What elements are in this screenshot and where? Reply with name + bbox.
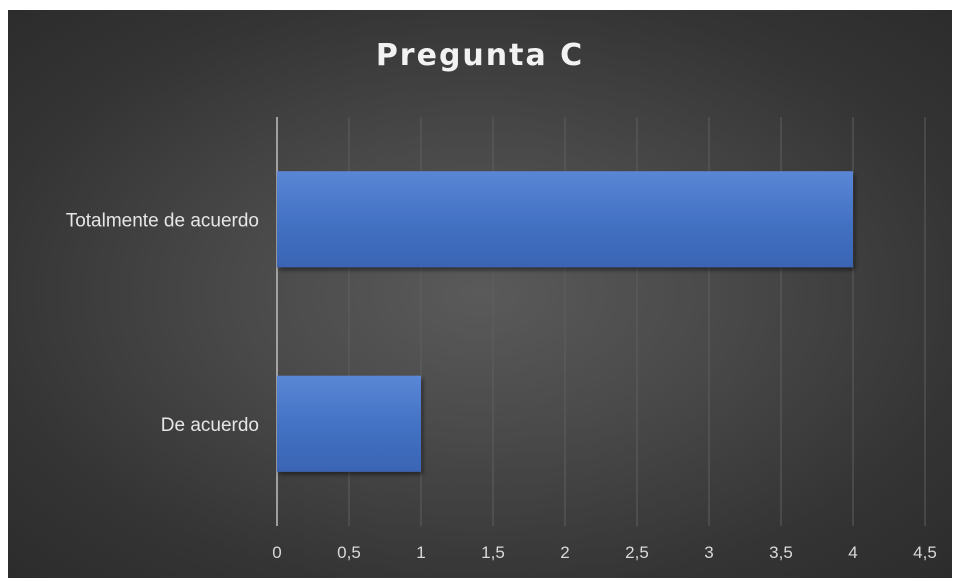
x-tick-label: 1,5	[481, 543, 505, 562]
x-tick-label: 4,5	[913, 543, 937, 562]
x-tick-label: 0,5	[337, 543, 361, 562]
chart-title: Pregunta C	[375, 38, 585, 73]
chart-plot: 0 0,5 1 1,5 2 2,5 3 3,5 4 4,5 Totalmente de acuerd…	[66, 117, 937, 562]
x-tick-label: 3	[704, 543, 713, 562]
category-label: Totalmente de acuerdo	[66, 210, 259, 231]
chart-frame: Pregunta C 0 0,5 1 1,5 2 2,5 3 3,5 4 4,5 Totalment…	[8, 10, 952, 578]
x-tick-label: 0	[272, 543, 281, 562]
x-tick-label: 4	[848, 543, 857, 562]
x-tick-label: 1	[416, 543, 425, 562]
category-label: De acuerdo	[161, 415, 259, 436]
bar	[277, 171, 853, 268]
bar	[277, 375, 421, 472]
x-tick-label: 2,5	[625, 543, 649, 562]
x-tick-label: 3,5	[769, 543, 793, 562]
x-tick-label: 2	[560, 543, 569, 562]
